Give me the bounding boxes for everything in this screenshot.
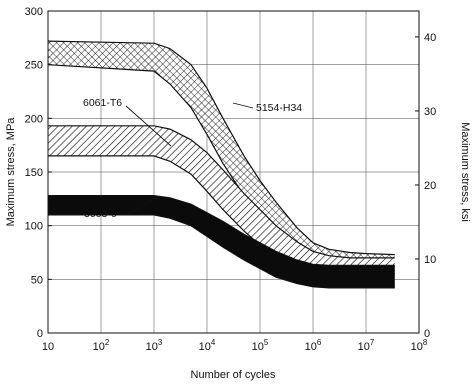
- band-3003-0: [48, 195, 395, 288]
- leader-5154-h34: [232, 102, 254, 109]
- x-tick-label: 105: [252, 338, 269, 353]
- band-upper-5154-h34: [47, 40, 395, 256]
- y2-tick-label: 20: [424, 180, 436, 192]
- annotation-6061-t6: 6061-T6: [83, 97, 122, 109]
- y2-axis-label: Maximum stress, ksi: [459, 122, 471, 222]
- y2-tick-label: 0: [424, 328, 430, 340]
- leader-3003-0: [127, 196, 158, 215]
- band-lower-3003-0: [48, 214, 395, 289]
- leader-6061-t6: [125, 105, 172, 147]
- grid: [47, 10, 420, 334]
- y-axis-label: Maximum stress, MPa: [5, 117, 17, 227]
- y-tick-label: 100: [25, 221, 43, 233]
- y-tick-label: 200: [25, 113, 43, 125]
- x-tick-label: 103: [146, 338, 163, 353]
- y2-tick-label: 10: [424, 254, 436, 266]
- y2-tick-label: 30: [424, 106, 436, 118]
- band-upper-3003-0: [48, 195, 395, 266]
- x-tick-label: 10: [42, 341, 54, 353]
- x-tick-label: 104: [199, 338, 216, 353]
- x-axis-label: Number of cycles: [191, 369, 276, 381]
- x-tick-label: 102: [93, 338, 110, 353]
- annotations: 6061-T6 5154-H34 3003-0: [83, 97, 302, 220]
- y-tick-label: 150: [25, 167, 43, 179]
- y-tick-label: 0: [37, 328, 43, 340]
- y-tick-label: 300: [25, 6, 43, 18]
- annotation-3003-0: 3003-0: [84, 208, 117, 220]
- x-tick-label: 108: [411, 338, 428, 353]
- x-tick-label: 107: [358, 338, 375, 353]
- band-6061-t6: [48, 125, 395, 274]
- annotation-5154-h34: 5154-H34: [256, 102, 302, 114]
- band-upper-6061-t6: [48, 125, 395, 259]
- y-tick-label: 50: [31, 274, 43, 286]
- y2-tick-label: 40: [424, 32, 436, 44]
- y-tick-label: 250: [25, 60, 43, 72]
- band-5154-h34: [48, 41, 395, 262]
- x-tick-label: 106: [305, 338, 322, 353]
- bands: [47, 40, 395, 289]
